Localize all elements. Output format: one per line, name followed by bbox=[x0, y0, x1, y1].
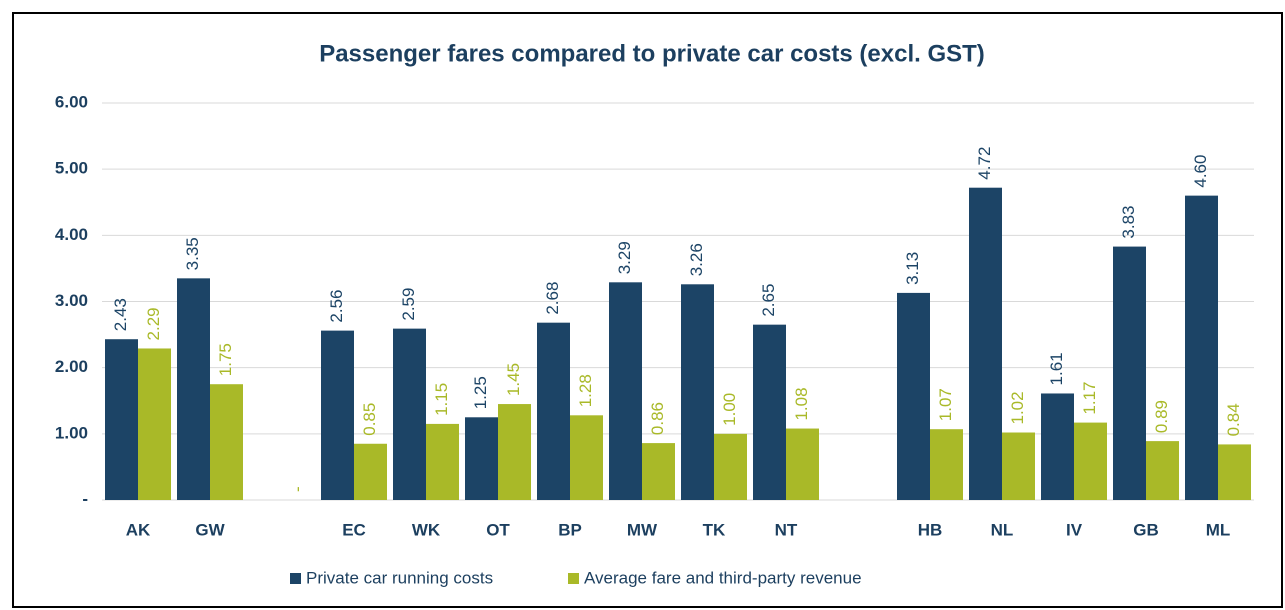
chart-frame bbox=[12, 12, 1283, 608]
data-label: 0.89 bbox=[1152, 400, 1171, 433]
bar bbox=[393, 328, 426, 500]
data-label: 1.02 bbox=[1008, 391, 1027, 424]
bar bbox=[714, 433, 747, 500]
x-tick-label: HB bbox=[918, 520, 943, 539]
x-tick-label: TK bbox=[703, 520, 726, 539]
bar bbox=[1041, 393, 1074, 500]
data-label: 0.86 bbox=[648, 402, 667, 435]
data-label: 1.07 bbox=[936, 388, 955, 421]
data-label: 1.75 bbox=[216, 343, 235, 376]
bar bbox=[1113, 246, 1146, 500]
y-tick-label: 2.00 bbox=[55, 357, 88, 376]
bar bbox=[105, 339, 138, 500]
y-tick-label: 3.00 bbox=[55, 291, 88, 310]
data-label: 0.85 bbox=[360, 403, 379, 436]
data-label: 2.29 bbox=[144, 307, 163, 340]
bar bbox=[1002, 432, 1035, 500]
bar bbox=[1218, 444, 1251, 500]
data-label: 1.45 bbox=[504, 363, 523, 396]
y-tick-label: - bbox=[82, 489, 88, 508]
data-label: 3.29 bbox=[615, 241, 634, 274]
y-tick-label: 4.00 bbox=[55, 225, 88, 244]
bar bbox=[537, 322, 570, 500]
bar bbox=[426, 423, 459, 500]
x-tick-label: OT bbox=[486, 520, 510, 539]
data-label: 3.13 bbox=[903, 252, 922, 285]
x-tick-label: GW bbox=[195, 520, 225, 539]
data-label: 1.15 bbox=[432, 383, 451, 416]
data-label: 2.59 bbox=[399, 288, 418, 321]
bar bbox=[498, 404, 531, 500]
legend-label: Private car running costs bbox=[306, 568, 493, 587]
x-tick-label: NT bbox=[775, 520, 798, 539]
bar bbox=[354, 443, 387, 500]
legend-swatch bbox=[290, 573, 301, 584]
x-tick-label: GB bbox=[1133, 520, 1159, 539]
bar bbox=[969, 187, 1002, 500]
legend-label: Average fare and third-party revenue bbox=[584, 568, 862, 587]
bar bbox=[177, 278, 210, 500]
data-label: 3.35 bbox=[183, 237, 202, 270]
bar bbox=[570, 415, 603, 500]
data-label: 4.60 bbox=[1191, 155, 1210, 188]
data-label: 1.25 bbox=[471, 376, 490, 409]
data-label: - bbox=[288, 486, 307, 492]
data-label: 2.43 bbox=[111, 298, 130, 331]
x-tick-label: MW bbox=[627, 520, 658, 539]
data-label: 2.56 bbox=[327, 290, 346, 323]
data-label: 1.61 bbox=[1047, 352, 1066, 385]
bar bbox=[465, 417, 498, 500]
x-tick-label: NL bbox=[991, 520, 1014, 539]
bar bbox=[897, 292, 930, 500]
y-tick-label: 5.00 bbox=[55, 159, 88, 178]
data-label: 3.26 bbox=[687, 243, 706, 276]
bar bbox=[1074, 422, 1107, 500]
y-tick-label: 1.00 bbox=[55, 423, 88, 442]
bar bbox=[642, 443, 675, 500]
bar bbox=[321, 330, 354, 500]
bar bbox=[1146, 441, 1179, 500]
data-label: 4.72 bbox=[975, 147, 994, 180]
bar bbox=[138, 348, 171, 500]
bar bbox=[753, 324, 786, 500]
bar bbox=[210, 384, 243, 500]
x-tick-label: BP bbox=[558, 520, 582, 539]
x-tick-label: IV bbox=[1066, 520, 1083, 539]
data-label: 1.17 bbox=[1080, 381, 1099, 414]
x-tick-label: ML bbox=[1206, 520, 1231, 539]
bar bbox=[609, 282, 642, 500]
y-tick-label: 6.00 bbox=[55, 92, 88, 111]
x-tick-label: AK bbox=[126, 520, 151, 539]
data-label: 3.83 bbox=[1119, 205, 1138, 238]
data-label: 1.08 bbox=[792, 387, 811, 420]
bar bbox=[786, 428, 819, 500]
x-tick-label: EC bbox=[342, 520, 366, 539]
bar bbox=[681, 284, 714, 500]
legend-swatch bbox=[568, 573, 579, 584]
data-label: 0.84 bbox=[1224, 403, 1243, 436]
data-label: 1.28 bbox=[576, 374, 595, 407]
chart-title: Passenger fares compared to private car … bbox=[319, 40, 985, 67]
data-label: 2.65 bbox=[759, 284, 778, 317]
data-label: 2.68 bbox=[543, 282, 562, 315]
bar bbox=[930, 429, 963, 500]
x-tick-label: WK bbox=[412, 520, 441, 539]
bar bbox=[1185, 195, 1218, 500]
data-label: 1.00 bbox=[720, 393, 739, 426]
